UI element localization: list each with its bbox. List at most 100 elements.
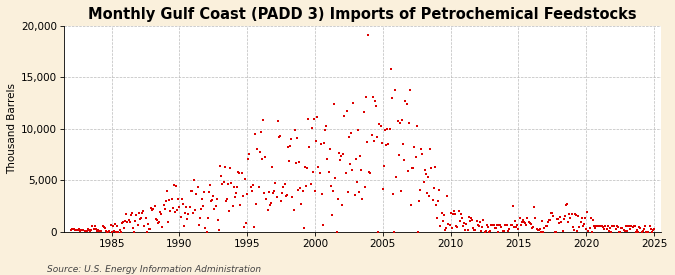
Point <box>215 164 225 168</box>
Point <box>325 184 336 188</box>
Point <box>394 153 404 158</box>
Point <box>637 229 648 233</box>
Point <box>390 88 401 92</box>
Point <box>583 229 594 233</box>
Point <box>456 212 466 216</box>
Point <box>211 197 222 202</box>
Point <box>144 227 155 231</box>
Point <box>194 216 205 220</box>
Point <box>590 226 601 230</box>
Point <box>321 124 331 128</box>
Point <box>252 147 263 152</box>
Point <box>82 229 92 233</box>
Point <box>407 166 418 170</box>
Point <box>417 152 428 156</box>
Point <box>210 204 221 209</box>
Point <box>271 195 282 199</box>
Point <box>537 219 547 223</box>
Point <box>602 224 613 228</box>
Point <box>443 222 454 227</box>
Point <box>503 229 514 234</box>
Point <box>391 175 402 179</box>
Point <box>567 225 578 229</box>
Point <box>511 225 522 230</box>
Point <box>468 226 479 230</box>
Point <box>513 227 524 231</box>
Point <box>265 202 275 207</box>
Point <box>515 223 526 228</box>
Point <box>512 222 522 227</box>
Point <box>333 150 344 155</box>
Point <box>495 222 506 227</box>
Point <box>263 189 274 194</box>
Point <box>84 227 95 232</box>
Point <box>419 167 430 172</box>
Point <box>439 213 450 218</box>
Point <box>281 192 292 197</box>
Point <box>342 109 352 114</box>
Point <box>196 207 207 211</box>
Point <box>248 182 259 187</box>
Point <box>119 226 130 230</box>
Point <box>176 214 186 219</box>
Point <box>157 224 168 229</box>
Point <box>294 160 304 164</box>
Point <box>414 199 425 204</box>
Point <box>153 221 163 226</box>
Point <box>327 213 338 217</box>
Point <box>448 211 458 216</box>
Point <box>142 222 153 226</box>
Point <box>425 147 435 151</box>
Point <box>168 182 179 187</box>
Point <box>184 205 195 210</box>
Point <box>358 109 369 114</box>
Point <box>414 188 425 193</box>
Point <box>307 170 318 174</box>
Point <box>113 230 124 234</box>
Point <box>260 155 271 159</box>
Point <box>196 197 207 202</box>
Point <box>106 230 117 234</box>
Point <box>595 224 605 228</box>
Point <box>367 95 378 99</box>
Point <box>372 134 383 139</box>
Point <box>382 127 393 131</box>
Point <box>541 224 552 228</box>
Point <box>442 194 453 198</box>
Point <box>340 171 351 175</box>
Point <box>375 124 386 129</box>
Point <box>608 224 619 228</box>
Point <box>275 134 286 138</box>
Point <box>131 213 142 218</box>
Point <box>119 219 130 223</box>
Point <box>109 229 119 233</box>
Point <box>394 121 405 125</box>
Point <box>352 128 363 132</box>
Point <box>466 218 477 222</box>
Point <box>522 216 533 220</box>
Point <box>102 230 113 234</box>
Point <box>540 224 551 228</box>
Point <box>362 33 373 37</box>
Point <box>369 139 379 143</box>
Point <box>493 230 504 234</box>
Point <box>593 224 604 228</box>
Point <box>166 197 177 202</box>
Point <box>451 224 462 228</box>
Point <box>463 215 474 219</box>
Point <box>483 225 493 230</box>
Point <box>290 128 300 132</box>
Point <box>148 207 159 211</box>
Point <box>635 226 646 231</box>
Point <box>441 226 452 230</box>
Point <box>238 225 249 229</box>
Point <box>298 226 309 230</box>
Point <box>173 197 184 202</box>
Point <box>235 202 246 207</box>
Point <box>233 170 244 174</box>
Point <box>295 185 306 190</box>
Point <box>129 230 140 234</box>
Point <box>68 227 78 232</box>
Point <box>434 188 445 192</box>
Point <box>454 219 465 223</box>
